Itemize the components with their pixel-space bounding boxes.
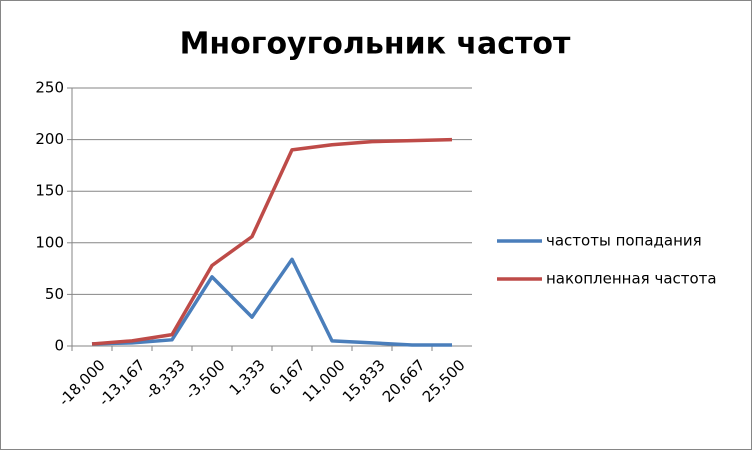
y-tick-label: 150 xyxy=(35,182,64,200)
y-tick-label: 100 xyxy=(35,233,64,251)
y-tick-label: 250 xyxy=(35,79,64,97)
series-line xyxy=(91,137,453,346)
series-line xyxy=(91,257,452,347)
y-tick-label: 200 xyxy=(35,130,64,148)
legend-label: частоты попадания xyxy=(546,232,702,250)
chart-title: Многоугольник частот xyxy=(180,27,571,62)
legend-label: накопленная частота xyxy=(546,270,717,288)
y-tick-label: 0 xyxy=(54,337,64,355)
y-tick-label: 50 xyxy=(45,285,64,303)
